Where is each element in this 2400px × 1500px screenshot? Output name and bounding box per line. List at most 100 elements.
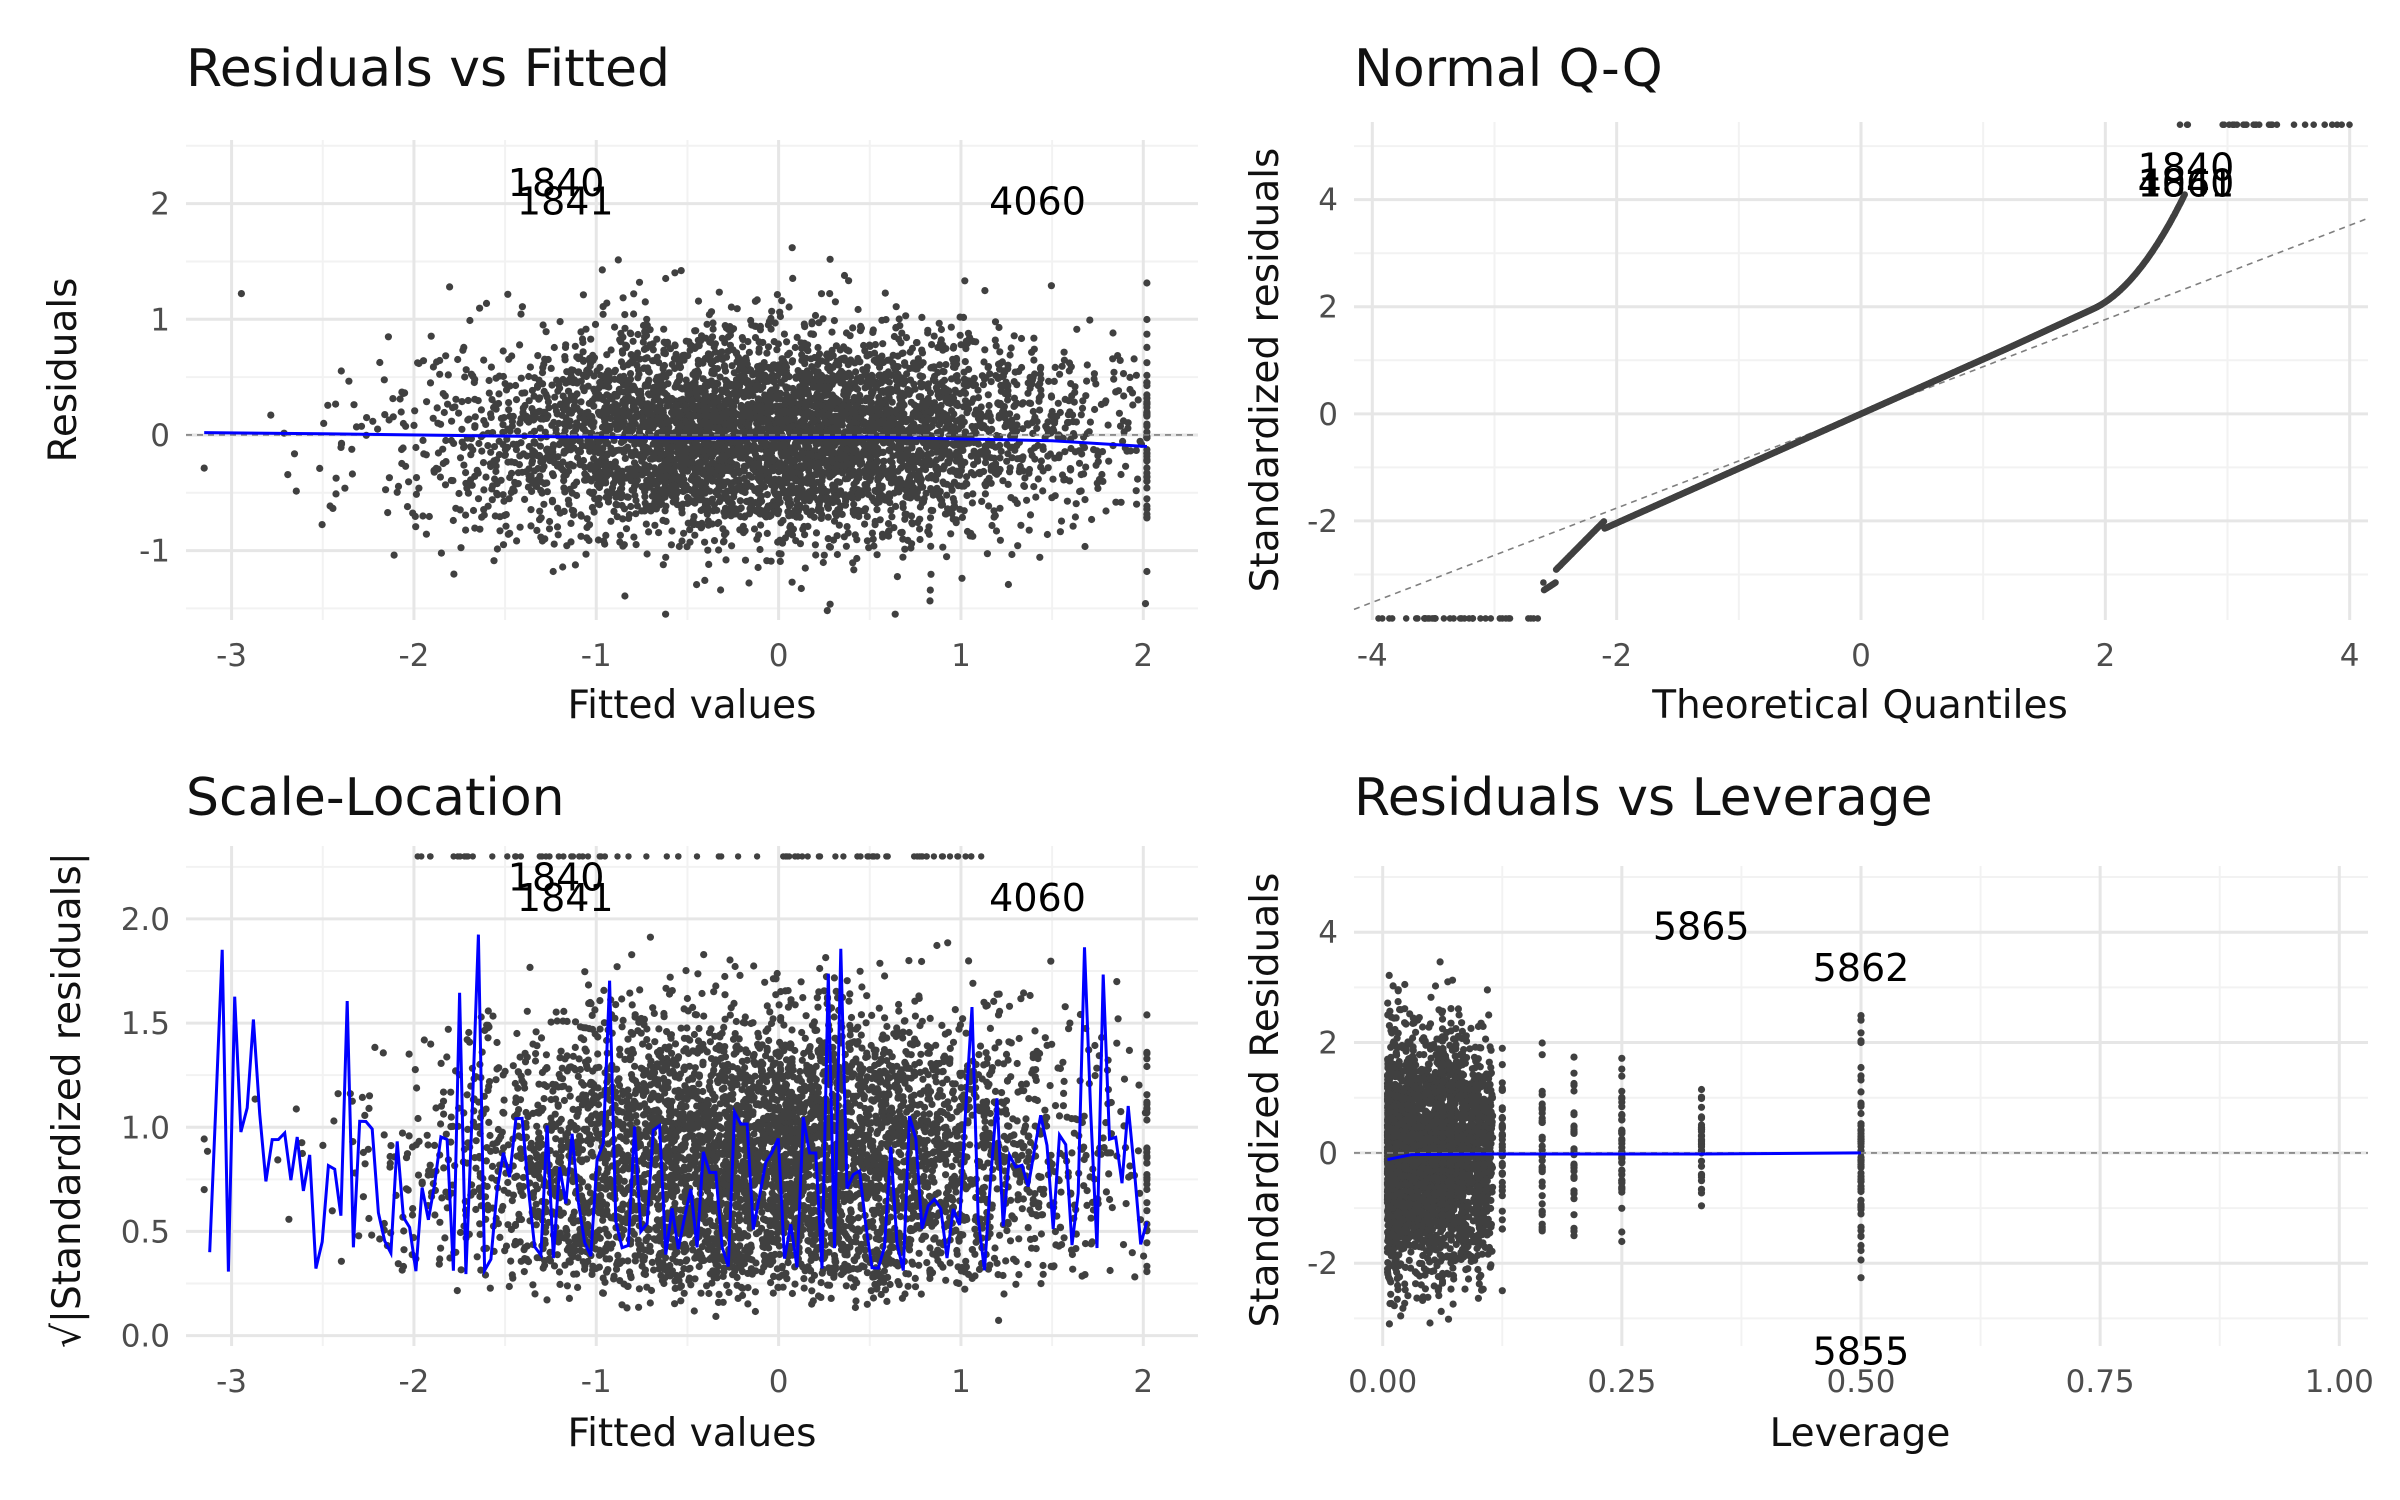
data-point — [635, 465, 642, 472]
data-point — [1059, 363, 1066, 370]
data-point — [454, 356, 461, 363]
data-point — [934, 344, 941, 351]
data-point — [894, 373, 901, 380]
data-point — [739, 343, 746, 350]
data-point — [442, 481, 449, 488]
data-point — [504, 459, 511, 466]
data-point — [989, 464, 996, 471]
data-point — [1143, 423, 1150, 430]
data-point — [623, 525, 630, 532]
data-point — [267, 412, 274, 419]
data-point — [537, 487, 544, 494]
data-point — [513, 446, 520, 453]
data-point — [618, 358, 625, 365]
data-point — [642, 298, 649, 305]
data-point — [1102, 507, 1109, 514]
data-point — [601, 541, 608, 548]
data-point — [853, 456, 860, 463]
data-point — [641, 493, 648, 500]
data-point — [550, 568, 557, 575]
data-point — [985, 364, 992, 371]
data-point — [939, 501, 946, 508]
data-point — [1045, 464, 1052, 471]
data-point — [991, 514, 998, 521]
data-point — [511, 459, 518, 466]
data-point — [1143, 411, 1150, 418]
data-point — [805, 474, 812, 481]
data-point — [926, 597, 933, 604]
data-point — [807, 511, 814, 518]
data-point — [621, 592, 628, 599]
data-point — [730, 511, 737, 518]
data-point — [1109, 329, 1116, 336]
data-point — [711, 537, 718, 544]
data-point — [593, 367, 600, 374]
data-point — [879, 463, 886, 470]
data-point — [645, 528, 652, 535]
data-point — [1031, 444, 1038, 451]
data-point — [487, 410, 494, 417]
data-point — [965, 330, 972, 337]
data-point — [678, 537, 685, 544]
data-point — [958, 483, 965, 490]
data-point — [492, 512, 499, 519]
data-point — [1076, 447, 1083, 454]
data-point — [781, 441, 788, 448]
data-point — [954, 402, 961, 409]
data-point — [886, 494, 893, 501]
data-point — [821, 552, 828, 559]
data-point — [986, 402, 993, 409]
data-point — [327, 502, 334, 509]
data-point — [433, 358, 440, 365]
data-point — [442, 352, 449, 359]
data-point — [818, 290, 825, 297]
data-point — [608, 346, 615, 353]
data-point — [813, 529, 820, 536]
data-point — [1027, 511, 1034, 518]
data-point — [786, 303, 793, 310]
data-point — [918, 314, 925, 321]
data-point — [708, 360, 715, 367]
data-point — [1133, 487, 1140, 494]
data-point — [723, 378, 730, 385]
data-point — [603, 425, 610, 432]
data-point — [908, 444, 915, 451]
data-point — [616, 386, 623, 393]
data-point — [828, 377, 835, 384]
data-point — [374, 426, 381, 433]
data-point — [708, 400, 715, 407]
data-point — [1011, 332, 1018, 339]
data-point — [1071, 399, 1078, 406]
data-point — [755, 564, 762, 571]
data-point — [758, 373, 765, 380]
data-point — [536, 508, 543, 515]
data-point — [778, 297, 785, 304]
data-point — [528, 414, 535, 421]
data-point — [551, 344, 558, 351]
data-point — [1020, 399, 1027, 406]
data-point — [909, 456, 916, 463]
data-point — [644, 469, 651, 476]
data-point — [733, 411, 740, 418]
data-point — [786, 350, 793, 357]
data-point — [870, 536, 877, 543]
data-point — [886, 527, 893, 534]
data-point — [712, 442, 719, 449]
data-point — [565, 397, 572, 404]
data-point — [925, 474, 932, 481]
data-point — [970, 395, 977, 402]
data-point — [746, 510, 753, 517]
data-point — [695, 298, 702, 305]
data-point — [504, 291, 511, 298]
data-point — [961, 418, 968, 425]
data-point — [931, 333, 938, 340]
data-point — [695, 357, 702, 364]
data-point — [508, 470, 515, 477]
data-point — [577, 511, 584, 518]
data-point — [833, 342, 840, 349]
data-point — [769, 457, 776, 464]
data-point — [723, 397, 730, 404]
data-point — [1037, 365, 1044, 372]
data-point — [826, 543, 833, 550]
data-point — [411, 407, 418, 414]
